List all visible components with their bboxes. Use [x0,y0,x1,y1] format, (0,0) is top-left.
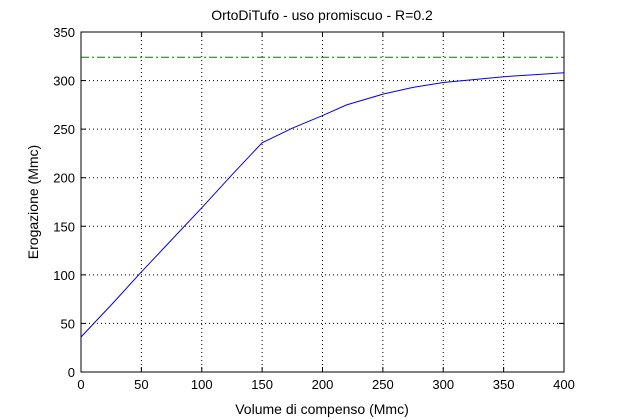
x-tick-label: 50 [134,377,148,392]
grid [81,32,564,372]
x-tick-label: 100 [191,377,213,392]
chart-title: OrtoDiTufo - uso promiscuo - R=0.2 [211,7,433,23]
y-tick-label: 100 [53,268,75,283]
y-tick-label: 250 [53,122,75,137]
y-tick-label: 300 [53,74,75,89]
x-tick-label: 150 [251,377,273,392]
y-tick-label: 0 [68,365,75,380]
ticks [80,31,565,373]
x-tick-label: 300 [432,377,454,392]
x-tick-label: 350 [493,377,515,392]
x-tick-label: 0 [77,377,84,392]
x-tick-label: 400 [553,377,575,392]
y-tick-label: 350 [53,25,75,40]
y-axis-label: Erogazione (Mmc) [25,145,41,259]
y-tick-label: 200 [53,171,75,186]
series-line-0 [80,72,565,338]
y-tick-labels: 0 50 100 150 200 250 300 350 [53,25,75,380]
x-axis-label: Volume di compenso (Mmc) [235,401,409,417]
y-tick-label: 50 [61,316,75,331]
x-tick-labels: 0 50 100 150 200 250 300 350 400 [77,377,574,392]
y-tick-label: 150 [53,219,75,234]
x-tick-label: 200 [312,377,334,392]
series-layer [80,56,565,338]
x-tick-label: 250 [372,377,394,392]
